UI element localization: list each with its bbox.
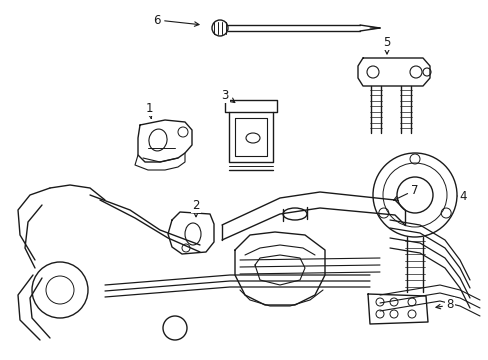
Text: 8: 8: [435, 298, 453, 311]
Ellipse shape: [283, 208, 306, 220]
Text: 5: 5: [383, 36, 390, 54]
Text: 7: 7: [393, 184, 418, 201]
Text: 2: 2: [192, 198, 199, 217]
Text: 4: 4: [457, 189, 466, 202]
Circle shape: [212, 20, 227, 36]
Text: 1: 1: [145, 102, 152, 118]
Text: 3: 3: [221, 89, 234, 103]
Text: 6: 6: [153, 14, 199, 27]
